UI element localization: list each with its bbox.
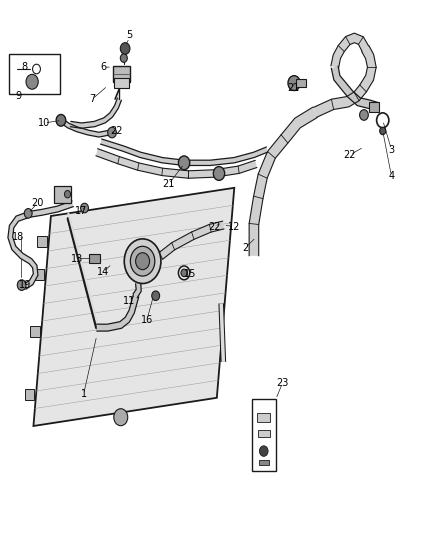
Text: 2: 2 [242,243,248,253]
Text: 19: 19 [18,280,31,290]
Circle shape [64,190,71,198]
Polygon shape [97,295,139,331]
Text: 13: 13 [71,254,83,263]
Circle shape [24,208,32,218]
Text: 21: 21 [162,179,175,189]
Circle shape [181,269,187,277]
Circle shape [120,54,127,62]
Circle shape [213,166,225,180]
Bar [252,399,276,471]
Text: 15: 15 [184,270,197,279]
Polygon shape [8,201,74,289]
Bar [10,54,60,94]
Circle shape [288,76,300,91]
Polygon shape [331,33,368,68]
Circle shape [56,115,66,126]
Circle shape [17,280,26,290]
Polygon shape [33,188,234,426]
Polygon shape [133,283,141,298]
Text: 11: 11 [124,296,136,306]
Bar [54,185,71,203]
Polygon shape [331,66,379,111]
Bar [368,102,379,112]
Circle shape [108,127,117,138]
Text: 4: 4 [389,171,395,181]
Circle shape [152,291,159,301]
Circle shape [114,409,128,426]
Text: 6: 6 [100,62,106,72]
Text: 5: 5 [127,30,133,41]
Bar [258,430,270,438]
Circle shape [81,203,88,213]
Polygon shape [249,107,317,256]
Circle shape [178,156,190,169]
Circle shape [26,74,38,89]
Circle shape [380,127,386,135]
Text: 21: 21 [287,83,300,93]
Circle shape [136,253,150,270]
Bar [30,326,39,337]
Text: 1: 1 [81,389,87,399]
Bar [114,78,129,88]
Bar [113,66,131,82]
Polygon shape [314,46,376,117]
Text: 12: 12 [228,222,240,232]
Text: 14: 14 [97,267,110,277]
Text: 10: 10 [38,118,50,128]
Bar [25,389,34,400]
Bar [35,270,44,280]
Text: 18: 18 [12,232,24,243]
Bar [89,254,100,263]
Bar [257,413,270,422]
Text: 22: 22 [110,126,123,136]
Circle shape [124,239,161,284]
Circle shape [259,446,268,456]
Polygon shape [60,118,110,137]
Bar [38,236,47,246]
Polygon shape [101,139,268,165]
Bar [296,79,306,87]
Text: 22: 22 [208,222,221,232]
Text: 23: 23 [276,378,289,389]
Text: 3: 3 [389,144,395,155]
Text: 8: 8 [21,62,28,72]
Text: 16: 16 [141,314,153,325]
Polygon shape [159,221,224,259]
Bar [259,459,268,465]
Circle shape [360,110,368,120]
Text: 22: 22 [344,150,356,160]
Text: 17: 17 [75,206,88,216]
Circle shape [120,43,130,54]
Polygon shape [96,149,257,178]
Text: 20: 20 [32,198,44,208]
Text: 7: 7 [89,94,95,104]
Circle shape [131,246,155,276]
Text: 9: 9 [15,91,21,101]
Polygon shape [70,98,121,128]
